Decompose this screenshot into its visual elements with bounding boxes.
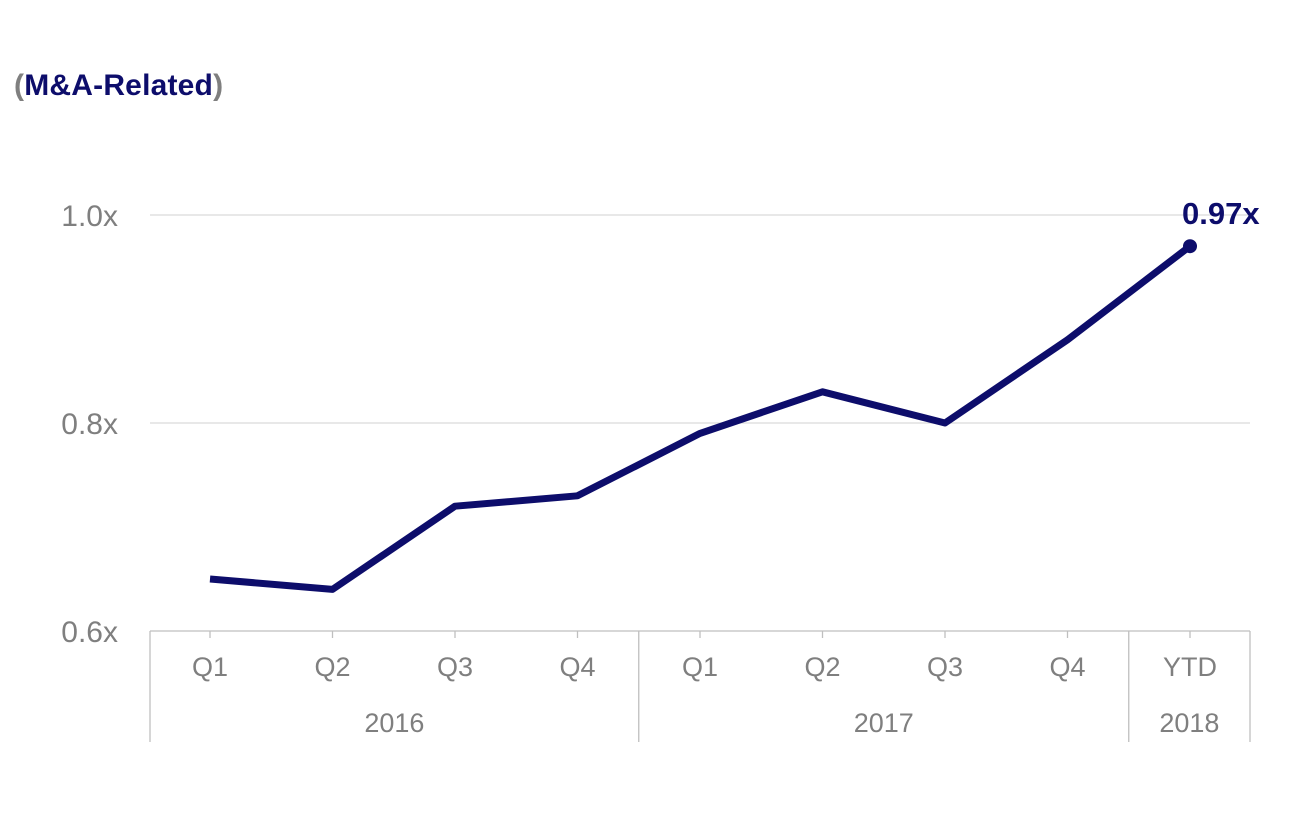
x-tick-label: Q2 [804, 652, 840, 682]
x-tick-label: Q1 [192, 652, 228, 682]
y-tick-label: 1.0x [61, 200, 118, 233]
x-tick-label: Q4 [1049, 652, 1085, 682]
x-axis-tick-labels: Q1 Q2 Q3 Q4 Q1 Q2 Q3 Q4 YTD [192, 652, 1217, 682]
x-axis-group-labels: 2016 2017 2018 [364, 708, 1219, 738]
annotation-layer: 0.97x [1182, 196, 1260, 254]
x-group-label: 2017 [854, 708, 914, 738]
title-text: M&A-Related [24, 69, 214, 102]
chart-title: (M&A-Related) [14, 66, 223, 106]
series-layer [209, 243, 1193, 593]
x-group-label: 2018 [1159, 708, 1219, 738]
x-tick-label: Q4 [559, 652, 595, 682]
title-close-paren: ) [213, 69, 224, 102]
y-tick-label: 0.6x [61, 616, 118, 649]
y-axis-tick-labels: 0.6x 0.8x 1.0x [61, 200, 118, 649]
x-tick-label: YTD [1163, 652, 1217, 682]
gridlines [150, 214, 1250, 424]
x-tick-label: Q2 [314, 652, 350, 682]
series-line [209, 243, 1193, 593]
end-point-marker [1183, 239, 1197, 254]
x-axis [149, 630, 1251, 742]
x-group-label: 2016 [364, 708, 424, 738]
x-tick-label: Q3 [927, 652, 963, 682]
title-open-paren: ( [14, 69, 25, 102]
data-label: 0.97x [1182, 196, 1260, 231]
x-tick-label: Q1 [682, 652, 718, 682]
x-tick-label: Q3 [437, 652, 473, 682]
y-tick-label: 0.8x [61, 408, 118, 441]
